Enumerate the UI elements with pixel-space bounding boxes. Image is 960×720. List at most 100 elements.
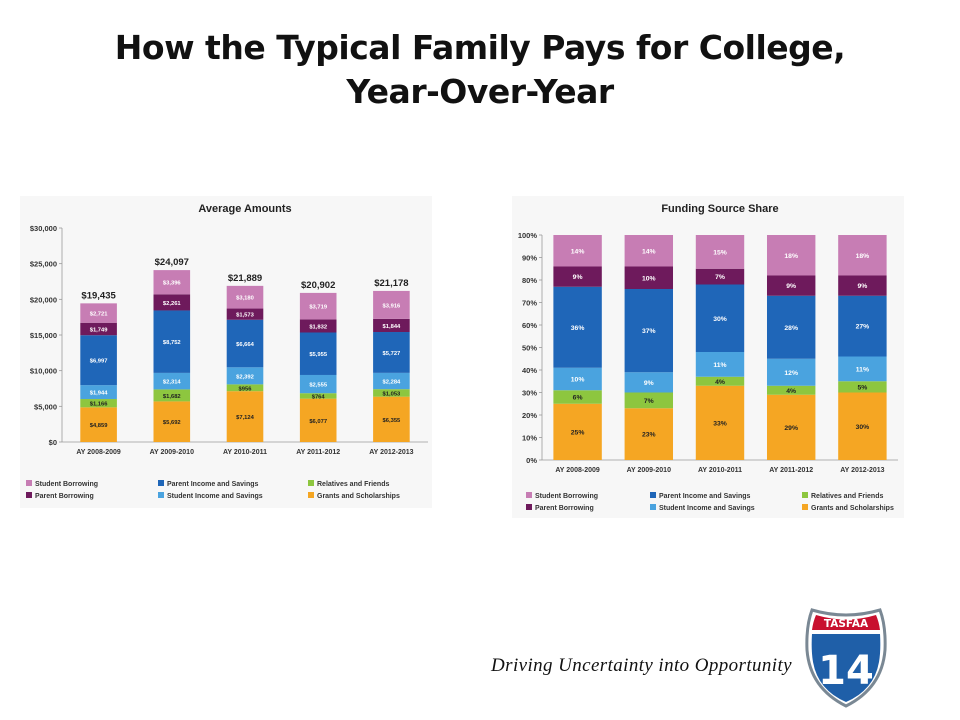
bar-segment bbox=[299, 393, 337, 399]
legend-swatch bbox=[158, 492, 164, 498]
data-label: 27% bbox=[856, 324, 870, 331]
y-tick-label: 60% bbox=[522, 321, 537, 330]
data-label: $3,396 bbox=[163, 281, 182, 287]
bar-segment bbox=[299, 398, 337, 442]
data-label: $4,859 bbox=[90, 423, 109, 429]
legend-swatch bbox=[26, 492, 32, 498]
bar-segment bbox=[373, 318, 410, 333]
data-label: $1,166 bbox=[90, 402, 109, 408]
bar-total-label: $24,097 bbox=[155, 257, 189, 268]
x-tick-label: AY 2008-2009 bbox=[555, 467, 599, 474]
slide-title-line-2: Year-Over-Year bbox=[346, 72, 614, 111]
average-amounts-chart-svg: Average Amounts $0 $5,000 $10,000 $15,000 $20… bbox=[20, 196, 432, 508]
y-tick-label: $5,000 bbox=[34, 402, 57, 411]
legend-label: Relatives and Friends bbox=[317, 481, 389, 488]
data-label: 14% bbox=[571, 248, 585, 255]
data-label: 6% bbox=[573, 395, 583, 402]
y-tick-label: $15,000 bbox=[30, 331, 57, 340]
data-label: 18% bbox=[856, 253, 870, 260]
x-tick-label: AY 2012-2013 bbox=[840, 467, 884, 474]
data-label: $1,573 bbox=[236, 313, 255, 319]
bar-segment bbox=[624, 266, 674, 289]
x-tick-label: AY 2008-2009 bbox=[76, 449, 120, 456]
legend-swatch bbox=[526, 492, 532, 498]
y-tick-label: $25,000 bbox=[30, 260, 57, 269]
bar-segment bbox=[153, 270, 191, 295]
data-label: 33% bbox=[713, 420, 727, 427]
legend-label: Grants and Scholarships bbox=[811, 505, 894, 512]
legend-swatch bbox=[308, 492, 314, 498]
bar-segment bbox=[226, 384, 264, 392]
data-label: $5,955 bbox=[309, 352, 328, 358]
legend-label: Student Income and Savings bbox=[659, 505, 755, 512]
bar-segment bbox=[226, 319, 264, 368]
legend-label: Parent Income and Savings bbox=[659, 493, 751, 500]
bar-segment bbox=[553, 390, 602, 404]
data-label: 23% bbox=[642, 432, 656, 439]
bar-segment bbox=[553, 367, 602, 391]
bar-total-label: $21,178 bbox=[374, 278, 408, 289]
data-label: $2,721 bbox=[90, 312, 109, 318]
data-label: $3,719 bbox=[309, 305, 328, 311]
data-label: $5,727 bbox=[383, 351, 401, 357]
data-label: 11% bbox=[713, 362, 726, 369]
y-tick-label: 70% bbox=[522, 299, 537, 308]
data-label: $3,916 bbox=[383, 303, 402, 309]
data-label: 36% bbox=[571, 325, 585, 332]
funding-share-chart-svg: Funding Source Share 0% 10% 20% 30% 40% 50% 60%… bbox=[512, 196, 904, 518]
bar-segment bbox=[226, 391, 264, 442]
bar-segment bbox=[695, 284, 745, 352]
bar-segment bbox=[553, 266, 602, 287]
bar-segment bbox=[80, 335, 117, 386]
x-tick-label: AY 2009-2010 bbox=[627, 467, 671, 474]
y-tick-label: 20% bbox=[522, 411, 537, 420]
bar-total-label: $20,902 bbox=[301, 280, 335, 291]
logo-top-band bbox=[812, 615, 880, 630]
data-label: $1,682 bbox=[163, 394, 181, 400]
data-label: 28% bbox=[784, 325, 798, 332]
bar-segment bbox=[153, 310, 191, 373]
y-tick-label: 30% bbox=[522, 389, 537, 398]
bar-segment bbox=[624, 408, 674, 460]
data-label: 10% bbox=[571, 377, 585, 384]
bar-segment bbox=[80, 399, 117, 408]
data-label: 4% bbox=[715, 379, 725, 386]
bar-segment bbox=[766, 295, 816, 359]
legend-label: Relatives and Friends bbox=[811, 493, 883, 500]
data-label: 25% bbox=[571, 429, 585, 436]
data-label: 11% bbox=[856, 366, 869, 373]
bar-segment bbox=[624, 289, 674, 373]
bar-segment bbox=[373, 332, 410, 373]
data-label: 7% bbox=[715, 274, 725, 281]
x-tick-label: AY 2012-2013 bbox=[369, 449, 413, 456]
data-label: 15% bbox=[713, 249, 727, 256]
bar-segment bbox=[226, 308, 264, 320]
data-label: $2,555 bbox=[309, 383, 328, 389]
bar-segment bbox=[80, 303, 117, 323]
x-tick-label: AY 2010-2011 bbox=[698, 467, 742, 474]
legend-label: Student Borrowing bbox=[35, 481, 98, 488]
bar-segment bbox=[373, 396, 410, 442]
data-label: $1,053 bbox=[383, 391, 402, 397]
data-label: 10% bbox=[642, 275, 656, 282]
data-label: 9% bbox=[573, 274, 583, 281]
bar-segment bbox=[838, 235, 887, 276]
bar-segment bbox=[80, 385, 117, 400]
y-tick-label: $30,000 bbox=[30, 224, 57, 233]
logo-text: TASFAA bbox=[824, 618, 869, 630]
legend-label: Parent Borrowing bbox=[35, 493, 94, 500]
bar-total-label: $19,435 bbox=[81, 290, 116, 301]
data-label: 29% bbox=[784, 425, 798, 432]
bar-segment bbox=[766, 235, 816, 276]
data-label: 30% bbox=[713, 316, 727, 323]
bar-segment bbox=[553, 235, 602, 267]
logo-body bbox=[811, 634, 881, 702]
bar-segment bbox=[226, 285, 264, 309]
y-tick-label: $20,000 bbox=[30, 295, 57, 304]
data-label: 12% bbox=[784, 370, 798, 377]
data-label: $1,944 bbox=[90, 391, 109, 397]
bar-segment bbox=[226, 367, 264, 385]
data-label: 5% bbox=[857, 384, 867, 391]
logo-number: 14 bbox=[818, 648, 874, 694]
data-label: 4% bbox=[786, 388, 796, 395]
